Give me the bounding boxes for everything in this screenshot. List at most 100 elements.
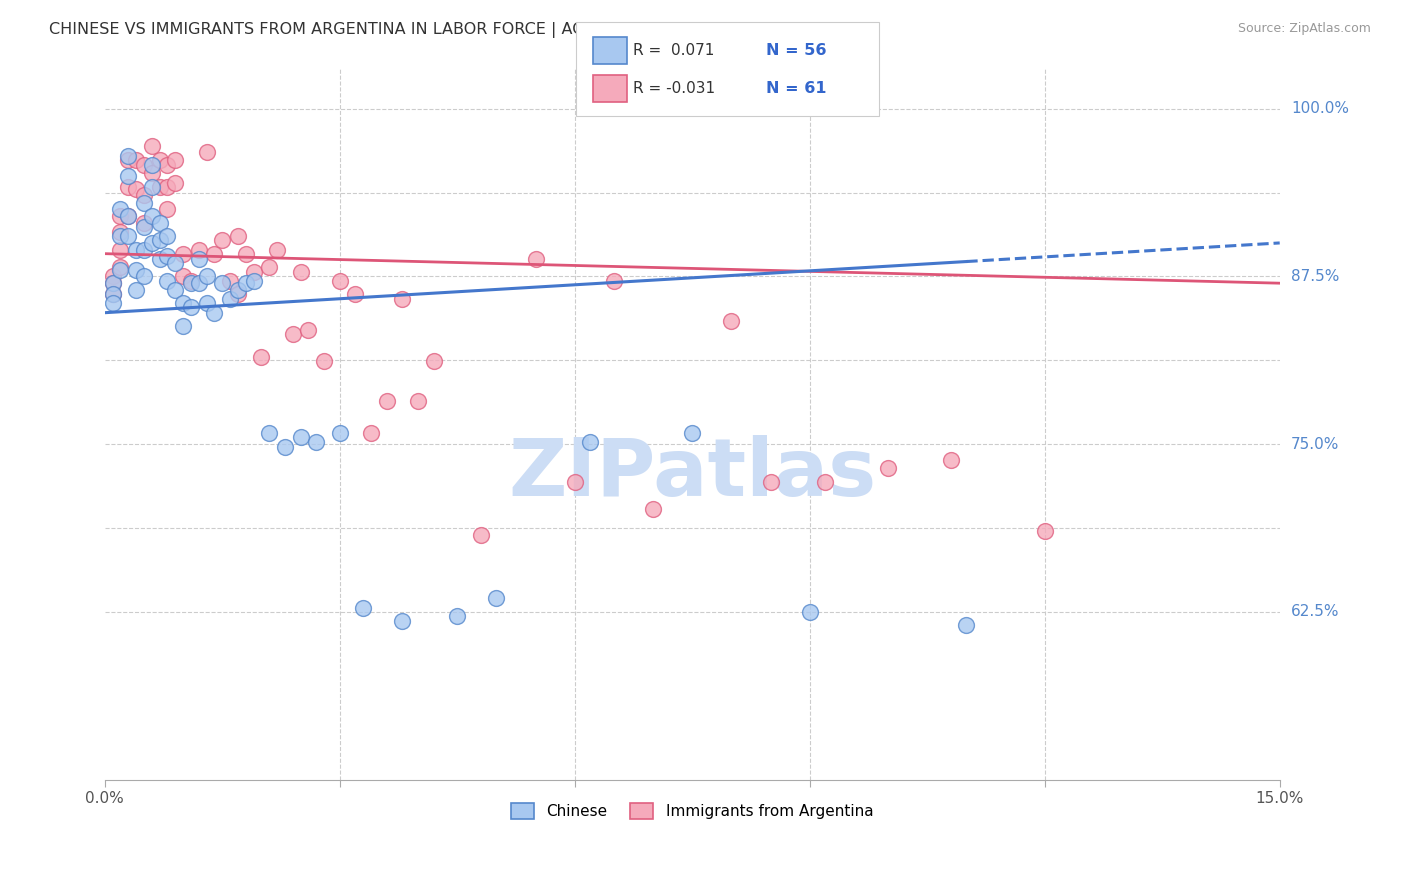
Point [226, 229, 249, 244]
Point [485, 591, 508, 606]
Point [352, 600, 374, 615]
Point [101, 276, 124, 290]
Point [290, 430, 312, 444]
Point [101, 287, 124, 301]
Point [257, 260, 280, 274]
Point [172, 269, 194, 284]
Point [125, 182, 148, 196]
Point [125, 153, 148, 167]
Point [110, 262, 132, 277]
Point [110, 202, 132, 217]
Point [117, 149, 139, 163]
Point [165, 283, 187, 297]
Point [226, 287, 249, 301]
Point [110, 225, 132, 239]
Point [172, 296, 194, 310]
Point [579, 434, 602, 449]
Point [470, 528, 492, 542]
Text: 62.5%: 62.5% [1291, 605, 1340, 619]
Point [132, 216, 155, 230]
Point [101, 296, 124, 310]
Point [156, 249, 179, 263]
Point [187, 252, 209, 266]
Point [211, 233, 233, 247]
Point [406, 394, 429, 409]
Point [180, 276, 202, 290]
Text: 100.0%: 100.0% [1291, 102, 1348, 116]
Point [117, 153, 139, 167]
Point [156, 273, 179, 287]
Point [235, 276, 257, 290]
Point [211, 276, 233, 290]
Point [195, 269, 218, 284]
Point [125, 243, 148, 257]
Point [720, 314, 742, 328]
Point [110, 209, 132, 223]
Legend: Chinese, Immigrants from Argentina: Chinese, Immigrants from Argentina [505, 797, 879, 825]
Point [132, 269, 155, 284]
Point [290, 265, 312, 279]
Point [172, 319, 194, 334]
Point [422, 354, 444, 368]
Point [391, 293, 413, 307]
Point [165, 153, 187, 167]
Point [117, 209, 139, 223]
Point [156, 229, 179, 244]
Point [165, 256, 187, 270]
Point [187, 243, 209, 257]
Point [148, 233, 170, 247]
Point [446, 608, 468, 623]
Point [195, 296, 218, 310]
Text: R =  0.071: R = 0.071 [633, 44, 714, 58]
Point [148, 252, 170, 266]
Point [148, 216, 170, 230]
Point [219, 273, 242, 287]
Point [939, 453, 962, 467]
Point [141, 158, 163, 172]
Point [641, 501, 664, 516]
Text: 75.0%: 75.0% [1291, 437, 1339, 451]
Point [101, 269, 124, 284]
Point [180, 301, 202, 315]
Point [101, 287, 124, 301]
Point [148, 153, 170, 167]
Text: Source: ZipAtlas.com: Source: ZipAtlas.com [1237, 22, 1371, 36]
Point [235, 246, 257, 260]
Point [759, 475, 782, 489]
Point [799, 605, 821, 619]
Text: N = 56: N = 56 [766, 44, 827, 58]
Point [226, 283, 249, 297]
Point [156, 158, 179, 172]
Point [360, 426, 382, 441]
Point [219, 293, 242, 307]
Point [141, 179, 163, 194]
Point [524, 252, 547, 266]
Point [110, 243, 132, 257]
Point [141, 166, 163, 180]
Point [242, 265, 264, 279]
Point [242, 273, 264, 287]
Point [132, 187, 155, 202]
Point [132, 219, 155, 234]
Point [955, 618, 977, 632]
Point [344, 287, 367, 301]
Point [195, 145, 218, 159]
Point [141, 209, 163, 223]
Point [877, 461, 900, 475]
Point [110, 229, 132, 244]
Point [297, 323, 319, 337]
Point [202, 306, 225, 320]
Point [132, 195, 155, 210]
Text: CHINESE VS IMMIGRANTS FROM ARGENTINA IN LABOR FORCE | AGE 25-29 CORRELATION CHAR: CHINESE VS IMMIGRANTS FROM ARGENTINA IN … [49, 22, 825, 38]
Text: N = 61: N = 61 [766, 81, 827, 95]
Text: 87.5%: 87.5% [1291, 269, 1339, 284]
Point [172, 246, 194, 260]
Point [274, 440, 297, 454]
Point [187, 276, 209, 290]
Point [681, 426, 703, 441]
Point [329, 426, 352, 441]
Point [141, 139, 163, 153]
Point [141, 235, 163, 250]
Point [117, 209, 139, 223]
Point [202, 246, 225, 260]
